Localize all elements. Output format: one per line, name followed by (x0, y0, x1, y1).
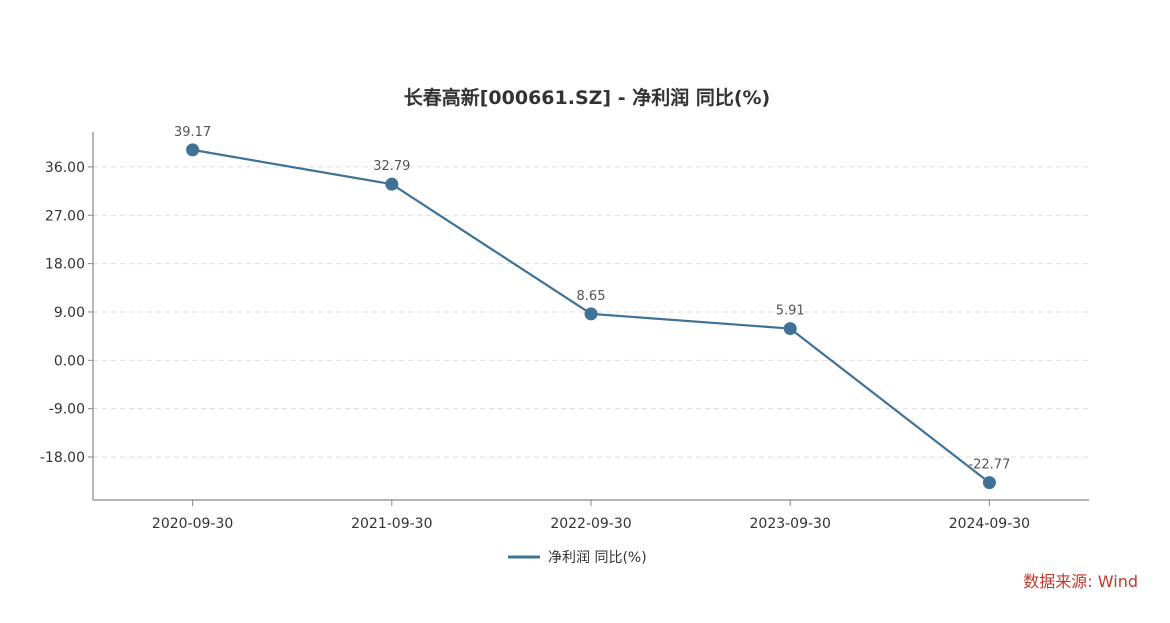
x-tick-label: 2024-09-30 (949, 516, 1030, 532)
y-tick-label: 9.00 (54, 305, 85, 321)
data-source: 数据来源: Wind (1023, 572, 1138, 591)
legend[interactable]: 净利润 同比(%) (508, 550, 647, 566)
data-label: 5.91 (776, 304, 805, 319)
chart-title: 长春高新[000661.SZ] - 净利润 同比(%) (404, 86, 771, 109)
y-tick-label: -18.00 (40, 450, 85, 466)
x-tick-label: 2023-09-30 (750, 516, 831, 532)
y-tick-label: 0.00 (54, 353, 85, 369)
y-axis-ticks: 36.00 27.00 18.00 9.00 0.00 -9.00 -18.00 (40, 160, 93, 466)
data-label: 8.65 (577, 289, 606, 304)
data-point[interactable] (385, 177, 399, 191)
y-tick-label: -9.00 (49, 402, 85, 418)
data-labels: 39.17 32.79 8.65 5.91 -22.77 (174, 125, 1010, 473)
grid-lines (93, 166, 1089, 458)
y-tick-label: 36.00 (45, 160, 85, 176)
series-net-profit-yoy (186, 143, 996, 490)
y-tick-label: 27.00 (45, 208, 85, 224)
data-point[interactable] (783, 322, 797, 336)
data-point[interactable] (584, 307, 598, 321)
x-tick-label: 2021-09-30 (351, 516, 432, 532)
data-point[interactable] (186, 143, 200, 157)
data-label: -22.77 (968, 458, 1010, 473)
data-point[interactable] (982, 476, 996, 490)
data-label: 39.17 (174, 125, 211, 140)
legend-label: 净利润 同比(%) (548, 550, 647, 566)
x-axis-ticks: 2020-09-30 2021-09-30 2022-09-30 2023-09-30… (152, 500, 1030, 532)
x-tick-label: 2022-09-30 (550, 516, 631, 532)
y-tick-label: 18.00 (45, 257, 85, 273)
x-tick-label: 2020-09-30 (152, 516, 233, 532)
data-label: 32.79 (373, 159, 410, 174)
